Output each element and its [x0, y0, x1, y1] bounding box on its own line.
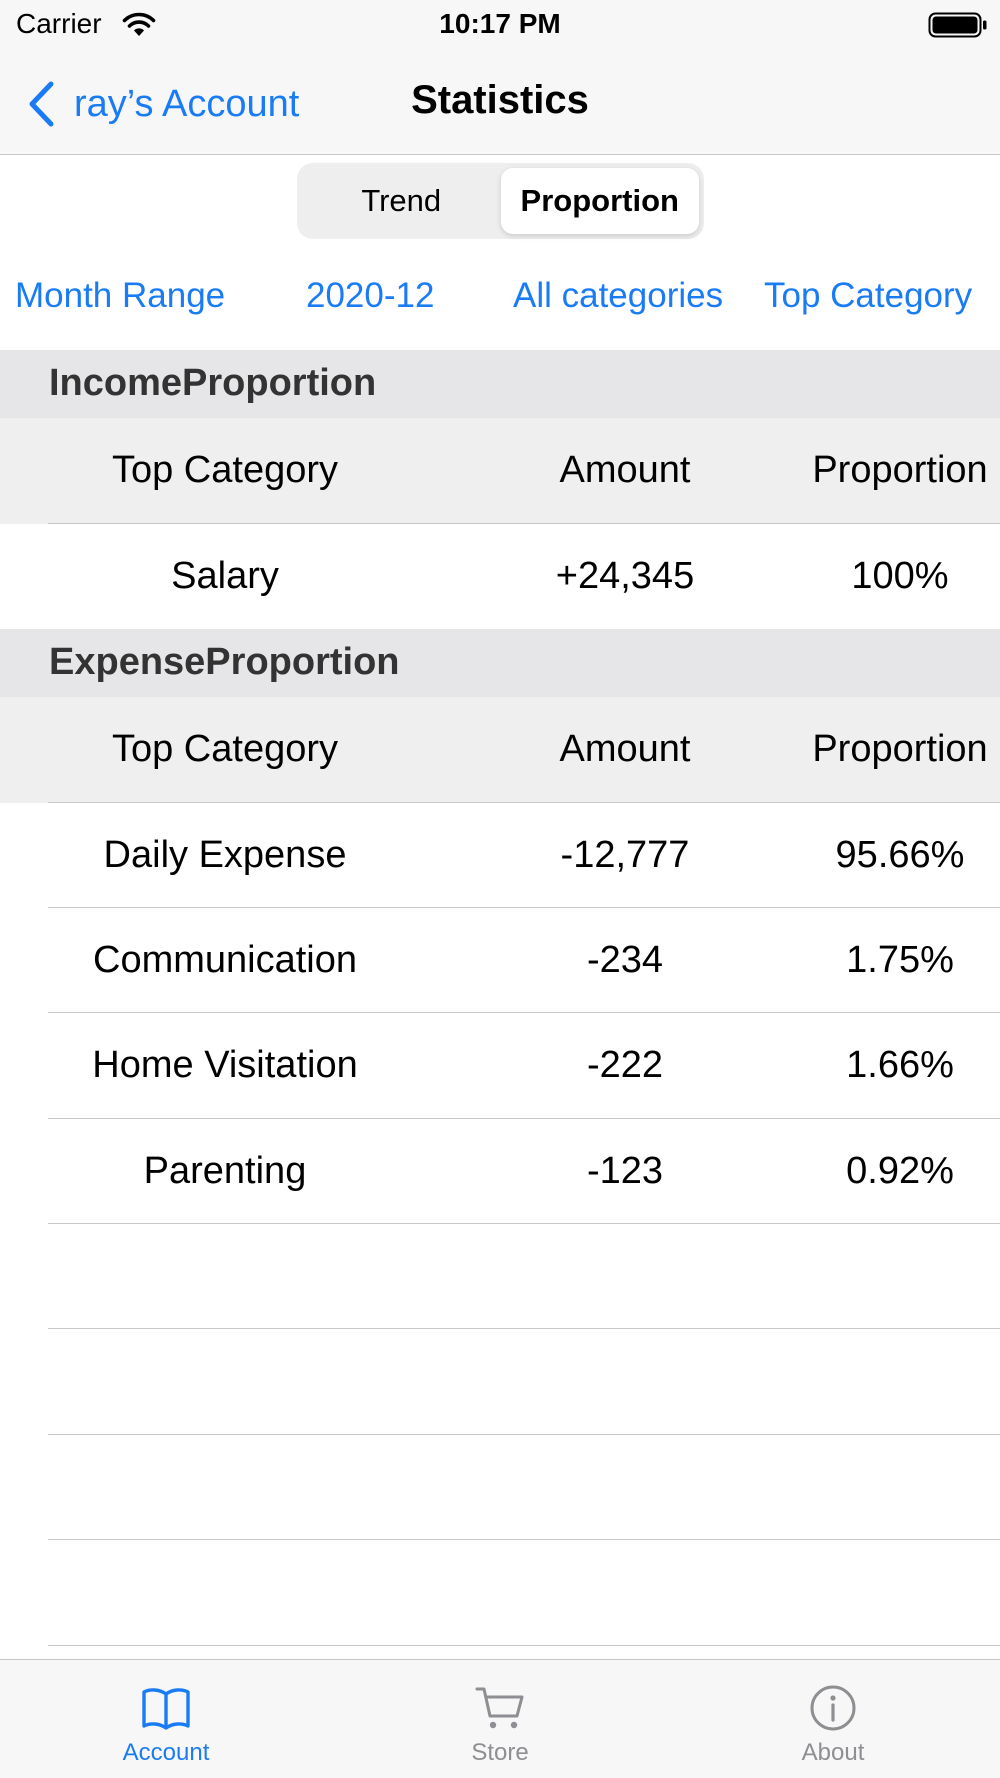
column-header-category: Top Category [111, 728, 338, 770]
tab-account-label: Account [122, 1739, 210, 1766]
income-column-header-row: Top Category Amount Proportion [0, 418, 1000, 524]
page-title: Statistics [411, 78, 589, 122]
table-row[interactable]: Daily Expense -12,777 95.66% [0, 803, 1000, 909]
row-category: Parenting [143, 1150, 307, 1192]
row-divider [48, 802, 1000, 803]
row-proportion: 100% [851, 555, 949, 597]
table-row[interactable]: Parenting -123 0.92% [0, 1119, 1000, 1225]
row-divider [48, 1118, 1000, 1119]
row-proportion: 1.75% [846, 939, 954, 981]
empty-row-divider [48, 1434, 1000, 1435]
tab-about[interactable]: About [733, 1660, 933, 1778]
view-mode-segmented-control: Trend Proportion [297, 163, 704, 239]
table-row[interactable]: Salary +24,345 100% [0, 524, 1000, 630]
battery-icon [928, 12, 987, 38]
tab-account[interactable]: Account [66, 1660, 266, 1778]
expense-column-header-row: Top Category Amount Proportion [0, 697, 1000, 803]
expense-section-header: ExpenseProportion [0, 629, 1000, 697]
row-proportion: 1.66% [846, 1044, 954, 1086]
row-proportion: 0.92% [846, 1150, 954, 1192]
table-row[interactable]: Home Visitation -222 1.66% [0, 1013, 1000, 1119]
row-divider [48, 907, 1000, 908]
column-header-amount: Amount [559, 449, 691, 491]
month-picker-button[interactable]: 2020-12 [306, 276, 435, 315]
navigation-bar: ray’s Account Statistics [0, 52, 1000, 155]
empty-row-divider [48, 1539, 1000, 1540]
status-bar: Carrier 10:17 PM [0, 0, 1000, 52]
category-filter-button[interactable]: All categories [513, 276, 724, 315]
filter-row: Month Range 2020-12 All categories Top C… [0, 272, 1000, 324]
cart-icon [475, 1687, 524, 1729]
income-section-title: IncomeProportion [49, 362, 377, 404]
segment-proportion[interactable]: Proportion [500, 168, 699, 234]
row-amount: -222 [586, 1044, 664, 1086]
row-amount: -234 [586, 939, 664, 981]
empty-row-divider [48, 1328, 1000, 1329]
row-amount: -123 [586, 1150, 664, 1192]
column-header-category: Top Category [111, 449, 338, 491]
chevron-left-icon [29, 81, 54, 127]
empty-row-divider [48, 1645, 1000, 1646]
row-divider [48, 1012, 1000, 1013]
row-category: Daily Expense [103, 834, 347, 876]
back-label: ray’s Account [74, 82, 300, 125]
tab-about-label: About [801, 1739, 865, 1766]
row-divider [48, 1223, 1000, 1224]
segment-trend[interactable]: Trend [361, 183, 442, 218]
row-amount: -12,777 [560, 834, 690, 876]
back-button[interactable]: ray’s Account [26, 74, 299, 134]
carrier-label: Carrier [16, 8, 102, 39]
row-divider [48, 523, 1000, 524]
row-proportion: 95.66% [835, 834, 965, 876]
status-time: 10:17 PM [439, 8, 561, 39]
income-section-header: IncomeProportion [0, 350, 1000, 418]
column-header-amount: Amount [559, 728, 691, 770]
row-category: Home Visitation [92, 1044, 358, 1086]
tab-store-label: Store [471, 1739, 529, 1766]
tab-store[interactable]: Store [400, 1660, 600, 1778]
row-category: Communication [93, 939, 357, 981]
expense-section-title: ExpenseProportion [49, 641, 400, 683]
column-header-proportion: Proportion [812, 728, 988, 770]
info-icon [810, 1685, 856, 1731]
column-header-proportion: Proportion [812, 449, 988, 491]
category-level-button[interactable]: Top Category [764, 276, 973, 315]
book-icon [142, 1688, 190, 1730]
row-amount: +24,345 [555, 555, 695, 597]
wifi-icon [122, 12, 156, 36]
table-row[interactable]: Communication -234 1.75% [0, 908, 1000, 1014]
tab-bar: Account Store About [0, 1659, 1000, 1778]
month-range-button[interactable]: Month Range [15, 276, 226, 315]
row-category: Salary [171, 555, 279, 597]
